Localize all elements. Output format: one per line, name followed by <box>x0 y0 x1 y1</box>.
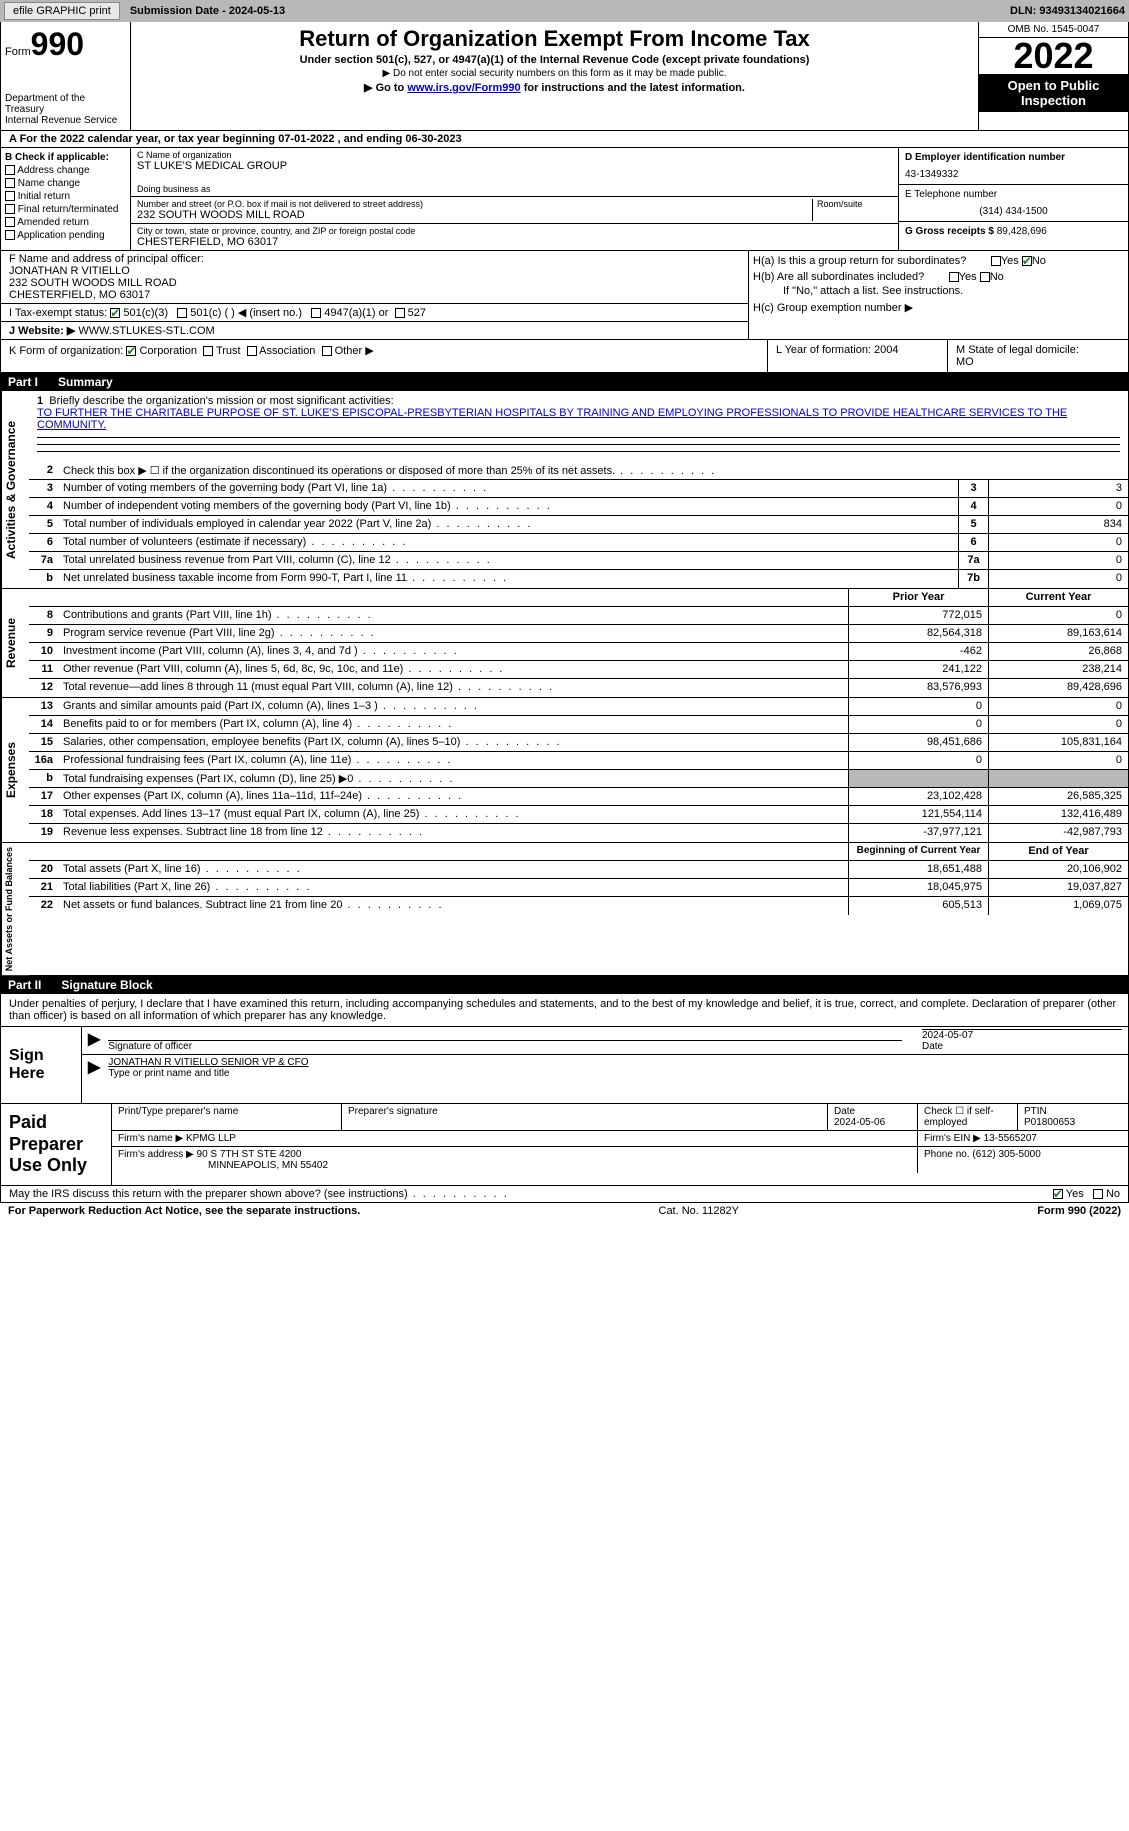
table-row: 14 Benefits paid to or for members (Part… <box>29 716 1128 734</box>
table-row: b Total fundraising expenses (Part IX, c… <box>29 770 1128 788</box>
chk-ha-no[interactable] <box>1022 256 1032 266</box>
chk-discuss-no[interactable] <box>1093 1189 1103 1199</box>
chk-initial[interactable] <box>5 191 15 201</box>
sig-intro: Under penalties of perjury, I declare th… <box>0 994 1129 1027</box>
block-bcd: B Check if applicable: Address change Na… <box>0 148 1129 251</box>
table-row: 19 Revenue less expenses. Subtract line … <box>29 824 1128 842</box>
chk-final[interactable] <box>5 204 15 214</box>
table-row: 7a Total unrelated business revenue from… <box>29 552 1128 570</box>
chk-527[interactable] <box>395 308 405 318</box>
section-governance: Activities & Governance 1 Briefly descri… <box>0 391 1129 589</box>
prep-date: 2024-05-06 <box>834 1117 885 1128</box>
irs-link[interactable]: www.irs.gov/Form990 <box>407 82 520 94</box>
discuss-row: May the IRS discuss this return with the… <box>0 1186 1129 1203</box>
preparer-block: Paid Preparer Use Only Print/Type prepar… <box>0 1104 1129 1186</box>
sig-date: 2024-05-07 <box>922 1030 1122 1041</box>
row-k: K Form of organization: Corporation Trus… <box>0 340 1129 373</box>
org-address: 232 SOUTH WOODS MILL ROAD <box>137 209 812 221</box>
org-name: ST LUKE'S MEDICAL GROUP <box>137 160 892 172</box>
chk-assoc[interactable] <box>247 346 257 356</box>
section-revenue: Revenue Prior YearCurrent Year 8 Contrib… <box>0 589 1129 698</box>
form-number: Form990 <box>5 26 126 63</box>
table-row: 8 Contributions and grants (Part VIII, l… <box>29 607 1128 625</box>
ein: 43-1349332 <box>905 169 1122 180</box>
form-title: Return of Organization Exempt From Incom… <box>135 26 974 52</box>
chk-4947[interactable] <box>311 308 321 318</box>
table-row: 15 Salaries, other compensation, employe… <box>29 734 1128 752</box>
firm-name: KPMG LLP <box>186 1133 236 1144</box>
table-row: 10 Investment income (Part VIII, column … <box>29 643 1128 661</box>
submission-label: Submission Date - 2024-05-13 <box>130 5 285 17</box>
efile-button[interactable]: efile GRAPHIC print <box>4 2 120 20</box>
firm-phone: (612) 305-5000 <box>972 1149 1040 1160</box>
chk-discuss-yes[interactable] <box>1053 1189 1063 1199</box>
firm-ein: 13-5565207 <box>984 1133 1037 1144</box>
page-footer: For Paperwork Reduction Act Notice, see … <box>0 1203 1129 1219</box>
table-row: 16a Professional fundraising fees (Part … <box>29 752 1128 770</box>
table-row: 13 Grants and similar amounts paid (Part… <box>29 698 1128 716</box>
table-row: 21 Total liabilities (Part X, line 26) 1… <box>29 879 1128 897</box>
dln: DLN: 93493134021664 <box>1010 5 1125 17</box>
subtitle-3: ▶ Go to www.irs.gov/Form990 for instruct… <box>135 81 974 94</box>
part2-header: Part IISignature Block <box>0 976 1129 994</box>
row-a-period: A For the 2022 calendar year, or tax yea… <box>0 131 1129 148</box>
table-row: 12 Total revenue—add lines 8 through 11 … <box>29 679 1128 697</box>
mission-text: TO FURTHER THE CHARITABLE PURPOSE OF ST.… <box>37 407 1120 431</box>
table-row: 22 Net assets or fund balances. Subtract… <box>29 897 1128 915</box>
gross-receipts: 89,428,696 <box>997 226 1047 237</box>
part1-header: Part ISummary <box>0 373 1129 391</box>
table-row: 20 Total assets (Part X, line 16) 18,651… <box>29 861 1128 879</box>
side-expenses: Expenses <box>1 698 29 842</box>
tax-year: 2022 <box>979 38 1128 74</box>
chk-address[interactable] <box>5 165 15 175</box>
top-bar: efile GRAPHIC print Submission Date - 20… <box>0 0 1129 22</box>
chk-amended[interactable] <box>5 217 15 227</box>
officer-name: JONATHAN R VITIELLO <box>9 265 740 277</box>
table-row: b Net unrelated business taxable income … <box>29 570 1128 588</box>
chk-trust[interactable] <box>203 346 213 356</box>
chk-hb-yes[interactable] <box>949 272 959 282</box>
section-netassets: Net Assets or Fund Balances Beginning of… <box>0 843 1129 976</box>
officer-sig-name: JONATHAN R VITIELLO SENIOR VP & CFO <box>108 1057 1122 1068</box>
subtitle-1: Under section 501(c), 527, or 4947(a)(1)… <box>135 54 974 66</box>
table-row: 6 Total number of volunteers (estimate i… <box>29 534 1128 552</box>
block-fij: F Name and address of principal officer:… <box>0 251 1129 340</box>
dept-label: Department of the Treasury Internal Reve… <box>5 93 126 126</box>
sign-here-block: Sign Here ▶ Signature of officer 2024-05… <box>0 1027 1129 1104</box>
firm-addr: 90 S 7TH ST STE 4200 <box>197 1149 302 1160</box>
chk-other[interactable] <box>322 346 332 356</box>
chk-hb-no[interactable] <box>980 272 990 282</box>
side-governance: Activities & Governance <box>1 391 29 588</box>
chk-ha-yes[interactable] <box>991 256 1001 266</box>
table-row: 11 Other revenue (Part VIII, column (A),… <box>29 661 1128 679</box>
table-row: 3 Number of voting members of the govern… <box>29 480 1128 498</box>
chk-501c[interactable] <box>177 308 187 318</box>
chk-501c3[interactable] <box>110 308 120 318</box>
telephone: (314) 434-1500 <box>905 206 1122 217</box>
chk-name[interactable] <box>5 178 15 188</box>
open-to-public: Open to Public Inspection <box>979 74 1128 112</box>
table-row: 2 Check this box ▶ ☐ if the organization… <box>29 462 1128 480</box>
chk-corp[interactable] <box>126 346 136 356</box>
year-formed: 2004 <box>874 344 898 356</box>
website: WWW.STLUKES-STL.COM <box>78 325 214 337</box>
table-row: 17 Other expenses (Part IX, column (A), … <box>29 788 1128 806</box>
org-city: CHESTERFIELD, MO 63017 <box>137 236 892 248</box>
table-row: 18 Total expenses. Add lines 13–17 (must… <box>29 806 1128 824</box>
section-expenses: Expenses 13 Grants and similar amounts p… <box>0 698 1129 843</box>
form-header: Form990 Department of the Treasury Inter… <box>0 22 1129 131</box>
table-row: 4 Number of independent voting members o… <box>29 498 1128 516</box>
ptin: P01800653 <box>1024 1117 1075 1128</box>
col-b-checkboxes: B Check if applicable: Address change Na… <box>1 148 131 250</box>
table-row: 5 Total number of individuals employed i… <box>29 516 1128 534</box>
table-row: 9 Program service revenue (Part VIII, li… <box>29 625 1128 643</box>
side-netassets: Net Assets or Fund Balances <box>1 843 29 975</box>
state-domicile: MO <box>956 356 974 368</box>
side-revenue: Revenue <box>1 589 29 697</box>
subtitle-2: ▶ Do not enter social security numbers o… <box>135 68 974 79</box>
chk-pending[interactable] <box>5 230 15 240</box>
